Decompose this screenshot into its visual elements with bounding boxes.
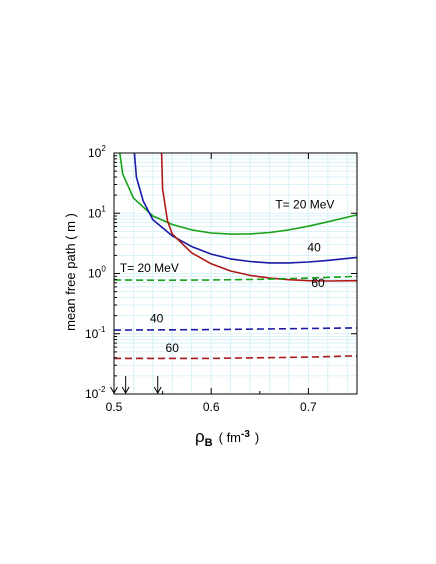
x-axis-subscript: B (205, 437, 213, 449)
series-line-g-dash (113, 275, 358, 282)
x-tick-label: 0.6 (203, 400, 220, 414)
y-tick-label: 100 (88, 265, 106, 281)
y-tick-base: 10 (88, 267, 102, 281)
y-tick-exponent: 0 (101, 265, 106, 274)
annotations: T= 20 MeV 40 60 T= 20 MeV 40 60 (120, 197, 335, 354)
y-tick-label: 10-1 (85, 325, 106, 341)
y-tick-label: 102 (88, 144, 106, 160)
y-axis-title: mean free path ( m ) (63, 213, 78, 331)
y-tick-exponent: -1 (98, 325, 106, 334)
series-line-b-dash (113, 327, 358, 331)
y-tick-exponent: -2 (98, 385, 106, 394)
curve-label: 60 (166, 341, 180, 355)
y-tick-base: 10 (88, 206, 102, 220)
x-axis-unit: ( fm (219, 430, 241, 445)
curve-label: 40 (150, 311, 164, 325)
arrow-head (121, 386, 130, 394)
y-tick-base: 10 (88, 146, 102, 160)
x-axis-symbol: ρ (195, 427, 205, 446)
curve-label: 60 (311, 276, 325, 290)
series-layer (113, 152, 358, 360)
x-tick-label: 0.5 (106, 400, 123, 414)
series-line-r-solid (160, 152, 358, 282)
y-tick-exponent: 2 (101, 144, 106, 153)
arrow-head (153, 386, 162, 394)
series-line-b-solid (133, 152, 358, 264)
x-tick-label: 0.7 (300, 400, 317, 414)
y-tick-exponent: 1 (101, 204, 106, 213)
grid-lines (114, 153, 357, 394)
series-line-g-solid (119, 152, 358, 235)
x-axis-unit-close: ) (255, 430, 259, 445)
y-tick-base: 10 (85, 387, 99, 401)
x-axis-title: ρB ( fm-3) (195, 427, 259, 449)
curve-label: 40 (307, 241, 321, 255)
y-tick-label: 101 (88, 204, 106, 220)
x-axis-unit-exponent: -3 (241, 429, 250, 440)
series-line-r-dash (114, 355, 358, 360)
density-arrows (110, 376, 162, 394)
curve-label: T= 20 MeV (275, 197, 334, 211)
y-tick-base: 10 (85, 327, 99, 341)
arrow-head (110, 386, 118, 394)
y-tick-label: 10-2 (85, 385, 106, 401)
curve-label: T= 20 MeV (120, 261, 179, 275)
